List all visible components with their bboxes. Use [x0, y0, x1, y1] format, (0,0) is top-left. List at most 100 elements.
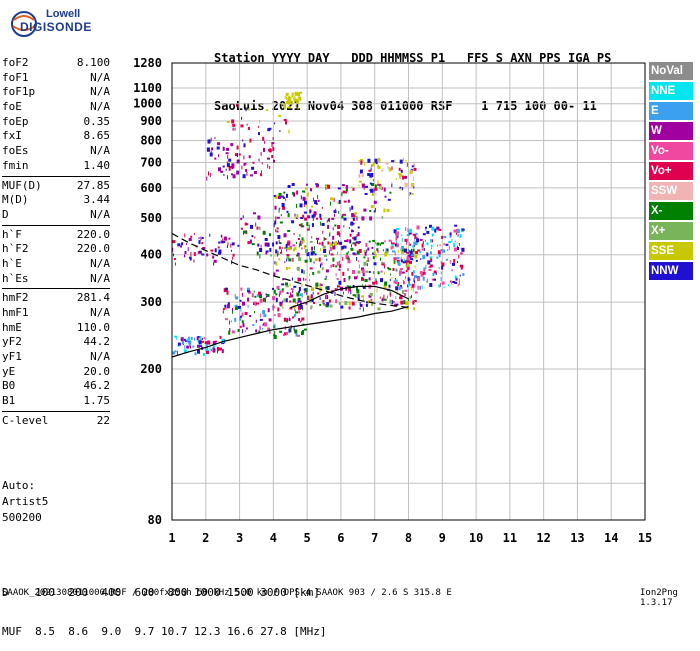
echo-point — [373, 262, 377, 266]
echo-point — [373, 210, 376, 213]
echo-point — [201, 242, 204, 245]
echo-point — [265, 252, 268, 255]
echo-point — [228, 158, 232, 162]
echo-point — [218, 347, 222, 351]
echo-point — [259, 294, 262, 299]
echo-point — [269, 233, 271, 237]
echo-point — [278, 208, 280, 213]
echo-point — [356, 293, 359, 298]
echo-point — [346, 257, 350, 260]
echo-point — [348, 278, 350, 281]
echo-point — [251, 166, 255, 170]
echo-point — [384, 264, 386, 269]
echo-point — [279, 330, 283, 333]
echo-point — [442, 249, 445, 253]
echo-point — [407, 228, 409, 232]
echo-point — [295, 333, 298, 337]
echo-point — [341, 215, 344, 219]
param-key: MUF(D) — [2, 178, 42, 192]
echo-point — [289, 283, 291, 287]
echo-point — [276, 253, 278, 257]
echo-point — [299, 278, 302, 282]
echo-point — [289, 95, 290, 99]
echo-point — [231, 119, 235, 124]
param-value: N/A — [90, 306, 110, 319]
echo-point — [398, 286, 401, 291]
echo-point — [336, 242, 339, 245]
echo-point — [361, 183, 365, 186]
param-row: hmE 110.0 — [2, 321, 110, 336]
echo-point — [290, 292, 292, 296]
echo-point — [329, 232, 331, 236]
echo-point — [338, 210, 340, 214]
echo-point — [172, 351, 176, 355]
echo-point — [454, 281, 458, 284]
echo-point — [343, 225, 345, 228]
echo-point — [377, 183, 381, 186]
echo-point — [247, 297, 250, 302]
echo-point — [310, 188, 312, 192]
echo-point — [413, 300, 417, 302]
echo-point — [411, 169, 413, 174]
echo-point — [394, 280, 398, 285]
param-key: foF1p — [2, 85, 36, 99]
echo-point — [451, 238, 453, 242]
echo-point — [414, 280, 416, 284]
echo-point — [283, 233, 287, 238]
echo-point — [301, 247, 303, 250]
echo-point — [316, 217, 318, 220]
logo-line1: Lowell — [46, 8, 81, 20]
echo-point — [287, 213, 290, 218]
echo-point — [453, 258, 456, 263]
echo-point — [397, 250, 399, 253]
echo-point — [296, 190, 299, 195]
echo-point — [348, 289, 349, 294]
echo-point — [217, 246, 220, 249]
echo-point — [453, 229, 457, 233]
echo-point — [357, 242, 360, 245]
echo-point — [297, 238, 300, 240]
echo-point — [263, 322, 265, 325]
echo-point — [268, 318, 272, 322]
param-key: foEp — [2, 114, 29, 128]
echo-point — [362, 159, 364, 163]
echo-point — [242, 174, 246, 179]
echo-point — [234, 317, 237, 322]
echo-point — [422, 276, 425, 281]
echo-point — [292, 244, 296, 247]
echo-point — [379, 296, 381, 299]
param-value: N/A — [90, 271, 110, 285]
echo-point — [271, 155, 274, 158]
echo-point — [348, 287, 351, 292]
echo-point — [209, 152, 213, 157]
echo-point — [264, 238, 268, 241]
echo-point — [449, 234, 452, 238]
echo-point — [321, 241, 324, 246]
echo-point — [395, 268, 397, 272]
echo-point — [279, 301, 283, 305]
param-key: foF1 — [2, 70, 29, 84]
echo-point — [224, 304, 227, 308]
echo-point — [316, 184, 319, 188]
echo-point — [282, 206, 286, 210]
echo-point — [300, 223, 303, 228]
param-row: yF2 44.2 — [2, 335, 110, 350]
x-tick-label: 13 — [570, 531, 584, 545]
echo-point — [306, 204, 308, 208]
plot-border — [171, 62, 646, 521]
echo-point — [341, 245, 345, 249]
echo-point — [385, 248, 387, 252]
echo-point — [357, 294, 360, 299]
echo-point — [422, 255, 426, 260]
param-row: foF1 N/A — [2, 71, 110, 86]
echo-point — [413, 176, 414, 181]
param-value: 1.40 — [83, 158, 111, 172]
echo-point — [292, 298, 296, 303]
echo-point — [287, 185, 291, 188]
echo-point — [389, 278, 391, 281]
echo-point — [277, 235, 281, 239]
echo-point — [358, 241, 361, 243]
echo-point — [425, 264, 427, 269]
echo-point — [423, 248, 425, 251]
echo-point — [335, 273, 337, 277]
